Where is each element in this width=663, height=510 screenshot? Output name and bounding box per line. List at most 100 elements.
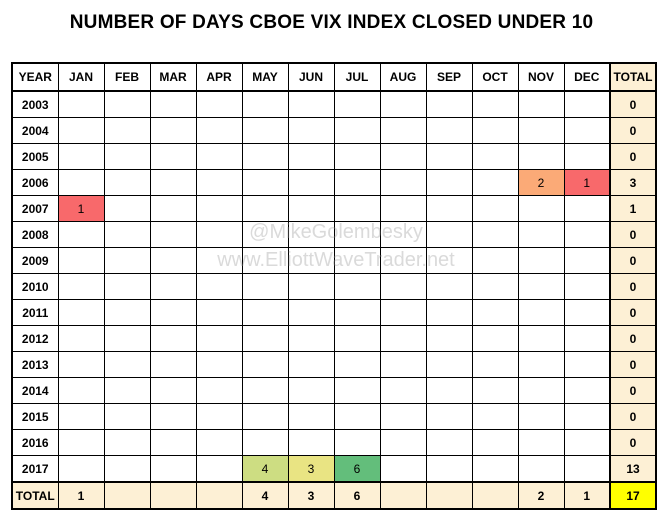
month-cell-dec [563, 325, 611, 352]
month-cell-mar [149, 195, 197, 222]
month-cell-aug [379, 169, 427, 196]
month-cell-jun [287, 377, 335, 404]
month-cell-aug [379, 90, 427, 118]
column-header-dec: DEC [563, 62, 611, 92]
column-header-apr: APR [195, 62, 243, 92]
month-cell-may [241, 273, 289, 300]
month-cell-may: 4 [241, 455, 289, 483]
month-cell-jan [57, 169, 105, 196]
month-cell-nov: 2 [517, 481, 565, 510]
month-cell-aug [379, 195, 427, 222]
year-cell: 2008 [11, 221, 59, 248]
month-cell-jun: 3 [287, 455, 335, 483]
month-cell-dec [563, 429, 611, 456]
month-cell-jul [333, 429, 381, 456]
month-cell-aug [379, 273, 427, 300]
year-cell: 2010 [11, 273, 59, 300]
month-cell-sep [425, 455, 473, 483]
month-cell-apr [195, 117, 243, 144]
month-cell-sep [425, 273, 473, 300]
table-row: 2015 0 [11, 403, 657, 430]
month-cell-oct [471, 377, 519, 404]
month-cell-dec: 1 [563, 169, 611, 196]
month-cell-jul [333, 117, 381, 144]
month-cell-jun [287, 351, 335, 378]
year-cell: 2016 [11, 429, 59, 456]
row-total-cell: 0 [609, 299, 657, 326]
month-cell-mar [149, 247, 197, 274]
month-cell-apr [195, 377, 243, 404]
month-cell-may [241, 143, 289, 170]
row-total-cell: 0 [609, 351, 657, 378]
month-cell-feb [103, 299, 151, 326]
month-cell-apr [195, 403, 243, 430]
year-cell: 2012 [11, 325, 59, 352]
year-cell: 2003 [11, 90, 59, 118]
month-cell-may [241, 195, 289, 222]
month-cell-jan: 1 [57, 481, 105, 510]
month-cell-mar [149, 403, 197, 430]
month-cell-oct [471, 273, 519, 300]
table-row: 2005 0 [11, 143, 657, 170]
month-cell-sep [425, 221, 473, 248]
month-cell-jan [57, 299, 105, 326]
month-cell-nov [517, 325, 565, 352]
month-cell-nov [517, 377, 565, 404]
row-total-cell: 0 [609, 403, 657, 430]
month-cell-aug [379, 481, 427, 510]
month-cell-oct [471, 429, 519, 456]
month-cell-jun [287, 143, 335, 170]
month-cell-dec [563, 90, 611, 118]
table-row: 2004 0 [11, 117, 657, 144]
month-cell-aug [379, 429, 427, 456]
row-total-cell: 0 [609, 325, 657, 352]
month-cell-apr [195, 90, 243, 118]
month-cell-aug [379, 351, 427, 378]
row-total-cell: 1 [609, 195, 657, 222]
month-cell-jul [333, 273, 381, 300]
month-cell-nov [517, 247, 565, 274]
column-header-jul: JUL [333, 62, 381, 92]
month-cell-nov: 2 [517, 169, 565, 196]
month-cell-sep [425, 247, 473, 274]
month-cell-jul [333, 377, 381, 404]
month-cell-jan [57, 403, 105, 430]
month-cell-feb [103, 221, 151, 248]
month-cell-oct [471, 117, 519, 144]
month-cell-dec [563, 273, 611, 300]
month-cell-aug [379, 403, 427, 430]
month-cell-aug [379, 299, 427, 326]
row-total-cell: 3 [609, 169, 657, 196]
table-row: 2009 0 [11, 247, 657, 274]
month-cell-jun [287, 299, 335, 326]
column-header-feb: FEB [103, 62, 151, 92]
month-cell-jul [333, 169, 381, 196]
month-cell-feb [103, 403, 151, 430]
row-total-cell: 0 [609, 377, 657, 404]
month-cell-feb [103, 429, 151, 456]
month-cell-feb [103, 351, 151, 378]
table-row: 2003 0 [11, 90, 657, 118]
month-cell-jan: 1 [57, 195, 105, 222]
month-cell-oct [471, 481, 519, 510]
month-cell-oct [471, 143, 519, 170]
month-cell-dec [563, 455, 611, 483]
month-cell-sep [425, 429, 473, 456]
row-total-cell: 0 [609, 143, 657, 170]
month-cell-nov [517, 429, 565, 456]
table-row: 2014 0 [11, 377, 657, 404]
column-header-year: YEAR [11, 62, 59, 92]
month-cell-jul [333, 325, 381, 352]
month-cell-oct [471, 299, 519, 326]
month-cell-mar [149, 325, 197, 352]
month-cell-apr [195, 455, 243, 483]
month-cell-apr [195, 273, 243, 300]
month-cell-dec [563, 403, 611, 430]
month-cell-mar [149, 351, 197, 378]
table-row: 2013 0 [11, 351, 657, 378]
month-cell-feb [103, 247, 151, 274]
year-cell: 2005 [11, 143, 59, 170]
column-header-jan: JAN [57, 62, 105, 92]
row-total-cell: 0 [609, 90, 657, 118]
month-cell-nov [517, 143, 565, 170]
